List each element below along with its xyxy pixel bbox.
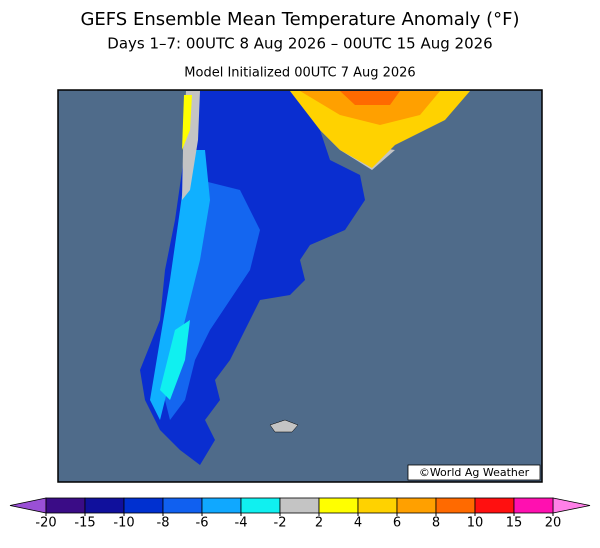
map: ©World Ag Weather (57, 89, 543, 483)
land-hotter (340, 91, 400, 105)
color-segment (162, 497, 203, 514)
color-segment (474, 497, 515, 514)
color-segment (435, 497, 476, 514)
tick-label: 10 (467, 516, 484, 531)
tick-label: -15 (74, 516, 95, 531)
tick-label: -20 (35, 516, 56, 531)
tick-label: -6 (196, 516, 209, 531)
tick-label: 2 (315, 516, 323, 531)
land-light (150, 150, 210, 420)
tick-label: 15 (506, 516, 523, 531)
color-segment (123, 497, 164, 514)
color-segment (45, 497, 86, 514)
color-segment (318, 497, 359, 514)
tick-label: -8 (157, 516, 170, 531)
land-hot (300, 91, 440, 125)
tick-label: 6 (393, 516, 401, 531)
tick-label: -4 (235, 516, 248, 531)
init-label: Model Initialized 00UTC 7 Aug 2026 (184, 66, 415, 81)
color-segment (84, 497, 125, 514)
color-segment (357, 497, 398, 514)
title: GEFS Ensemble Mean Temperature Anomaly (… (80, 9, 519, 30)
color-segment (240, 497, 281, 514)
credit: ©World Ag Weather (419, 466, 530, 479)
color-segment (201, 497, 242, 514)
under-triangle (9, 497, 47, 514)
color-segment (513, 497, 554, 514)
tick-label: 20 (545, 516, 562, 531)
over-triangle (552, 497, 591, 514)
islands (269, 419, 299, 433)
tick-label: -2 (274, 516, 287, 531)
subtitle: Days 1–7: 00UTC 8 Aug 2026 – 00UTC 15 Au… (107, 35, 492, 53)
color-segment (279, 497, 320, 514)
credit-box (407, 464, 541, 481)
tick-label: 4 (354, 516, 362, 531)
land-cyan (160, 320, 190, 400)
land-yellow (182, 95, 192, 150)
color-segment (396, 497, 437, 514)
tick-label: -10 (113, 516, 134, 531)
tick-label: 8 (432, 516, 440, 531)
colorbar: -20 -15 -10 -8 -6 -4 -2 2 4 6 8 10 15 20 (9, 497, 591, 531)
